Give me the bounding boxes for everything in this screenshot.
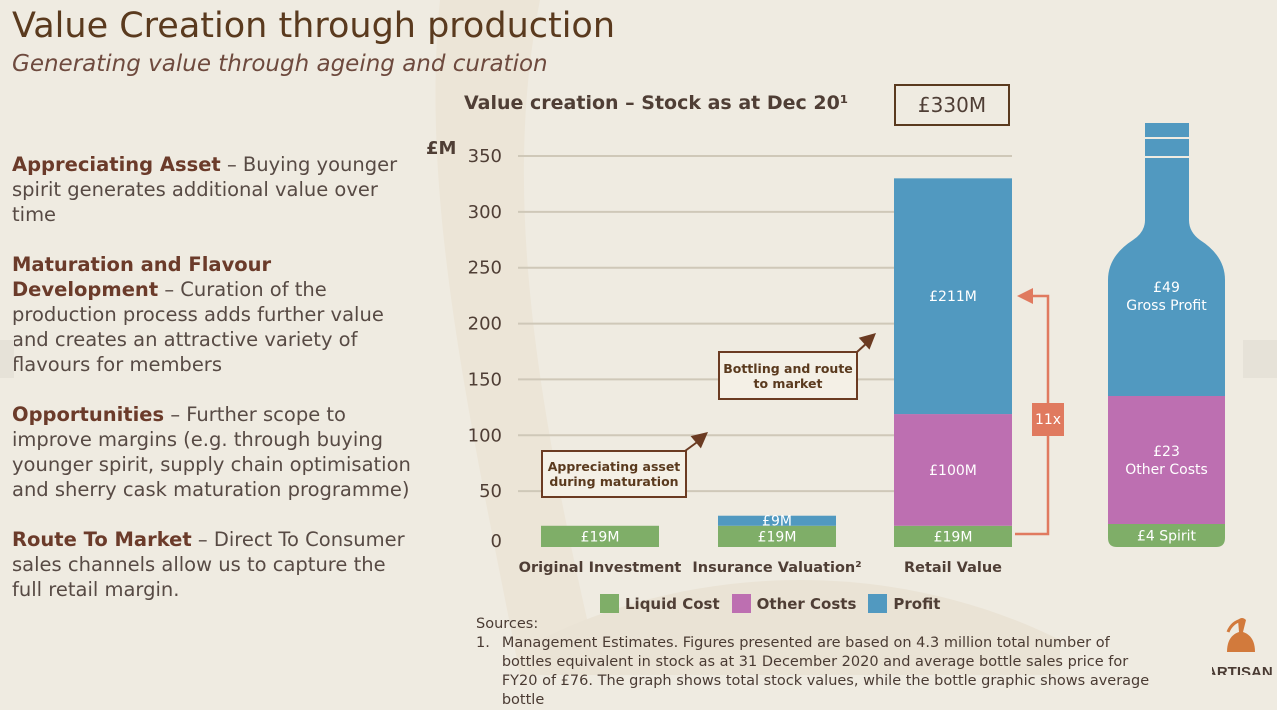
callout-arrow-head	[858, 333, 876, 350]
bottle-segment	[1108, 123, 1225, 396]
callout-arrow-head	[690, 432, 708, 449]
chart-title: Value creation – Stock as at Dec 20¹	[464, 92, 849, 114]
bottle-segment-label: £49	[1153, 280, 1180, 296]
y-tick-label: 350	[468, 146, 502, 167]
bullet-item: Maturation and Flavour Development – Cur…	[12, 252, 412, 377]
bullet-item: Route To Market – Direct To Consumer sal…	[12, 527, 412, 602]
growth-arrow-head	[1017, 288, 1033, 304]
x-category-label: Original Investment	[519, 560, 682, 576]
bottle-segment-label: Other Costs	[1125, 462, 1208, 478]
bottle-segment-label: £23	[1153, 444, 1180, 460]
y-tick-label: 250	[468, 258, 502, 279]
bar-data-label: £19M	[934, 529, 973, 545]
y-tick-label: 0	[491, 531, 502, 552]
bar-segment	[541, 525, 659, 547]
bullet-text: – Buying younger spirit generates additi…	[12, 153, 398, 226]
bottle-segment	[1108, 396, 1225, 524]
bullet-list: Appreciating Asset – Buying younger spir…	[12, 152, 412, 627]
legend-item-other-costs: Other Costs	[731, 594, 857, 613]
y-tick-label: 150	[468, 369, 502, 390]
legend-item-liquid-cost: Liquid Cost	[600, 594, 720, 613]
bar-data-label: £19M	[758, 529, 797, 545]
bullet-heading: Maturation and Flavour Development	[12, 253, 272, 301]
bar-segment	[894, 525, 1012, 547]
bar-data-label: £100M	[929, 463, 977, 479]
bullet-text: – Curation of the production process add…	[12, 278, 384, 376]
source-text: Management Estimates. Figures presented …	[501, 635, 1150, 708]
bottle-segment	[1108, 524, 1225, 547]
bottle-segment-label: £4 Spirit	[1137, 529, 1197, 545]
prev-slide-button[interactable]	[0, 340, 14, 378]
bullet-heading: Route To Market	[12, 528, 192, 551]
x-category-label: Retail Value	[904, 560, 1002, 576]
bullet-text: – Direct To Consumer sales channels allo…	[12, 528, 405, 601]
legend-item-profit: Profit	[868, 594, 940, 613]
page-subtitle: Generating value through ageing and cura…	[12, 51, 548, 77]
bar-segment	[718, 515, 836, 526]
background-decoration	[540, 580, 1060, 675]
next-slide-button[interactable]	[1243, 340, 1277, 378]
y-axis-label: £M	[426, 138, 457, 159]
y-tick-label: 200	[468, 314, 502, 335]
ratio-badge: 11x	[1032, 403, 1064, 436]
legend-swatch	[731, 594, 751, 613]
bottle-segment-label: Gross Profit	[1126, 298, 1207, 314]
legend-swatch	[600, 594, 619, 613]
sources-heading: Sources:	[476, 616, 539, 632]
stacked-bar-chart: 0 50 100 150 200 250 300 350 £19M Original Invest…	[468, 123, 1225, 576]
bar-segment	[894, 414, 1012, 526]
bullet-item: Opportunities – Further scope to improve…	[12, 402, 412, 502]
bar-segment	[894, 178, 1012, 415]
bullet-heading: Appreciating Asset	[12, 153, 221, 176]
legend-label: Liquid Cost	[625, 594, 720, 613]
chart-legend: Liquid Cost Other Costs Profit	[600, 594, 940, 613]
sources-footnote: Sources: 1. Management Estimates. Figure…	[476, 615, 1156, 710]
bullet-heading: Opportunities	[12, 403, 165, 426]
legend-swatch	[868, 594, 888, 613]
bar-data-label: £9M	[762, 514, 792, 530]
legend-label: Profit	[893, 594, 941, 613]
bar-segment	[718, 525, 836, 547]
total-value-box: £330M	[894, 84, 1010, 126]
bullet-text: – Further scope to improve margins (e.g.…	[12, 403, 411, 501]
copper-still-logo-icon: ARTISAN	[1212, 618, 1273, 675]
logo-text: ARTISAN	[1212, 664, 1273, 675]
y-tick-label: 50	[479, 481, 502, 502]
y-tick-label: 100	[468, 425, 502, 446]
source-number: 1.	[476, 635, 490, 651]
callout-bottling: Bottling and route to market	[718, 351, 858, 400]
y-tick-label: 300	[468, 202, 502, 223]
legend-label: Other Costs	[756, 594, 857, 613]
callout-appreciating: Appreciating asset during maturation	[541, 450, 687, 498]
bar-data-label: £211M	[929, 289, 977, 305]
x-category-label: Insurance Valuation²	[692, 560, 861, 576]
source-item: 1. Management Estimates. Figures present…	[476, 634, 1156, 710]
bar-data-label: £19M	[581, 529, 620, 545]
bullet-item: Appreciating Asset – Buying younger spir…	[12, 152, 412, 227]
page-title: Value Creation through production	[12, 6, 616, 46]
